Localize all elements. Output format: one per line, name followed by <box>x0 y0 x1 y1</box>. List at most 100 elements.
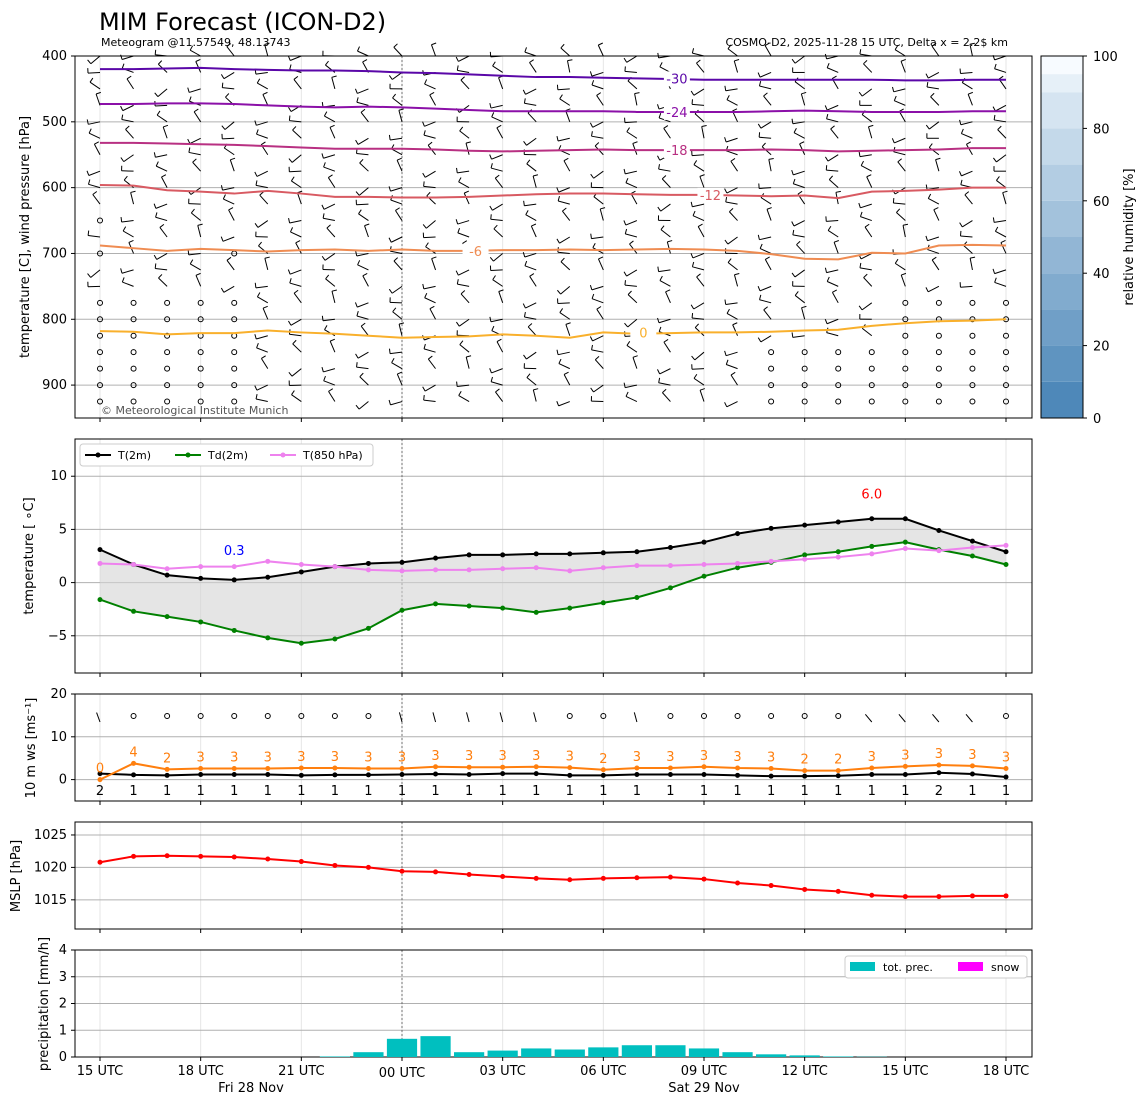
wind-barb <box>963 245 973 254</box>
wind-barb <box>492 203 503 211</box>
wind-barb-flag <box>724 402 728 408</box>
wind-barb-flag <box>724 137 727 143</box>
wind-barb-flag <box>658 113 662 119</box>
series-point <box>600 600 606 606</box>
wind-barb-flag <box>122 226 127 232</box>
wind-barb <box>931 45 940 57</box>
wind-barb-flag <box>128 239 134 243</box>
series-point <box>399 568 405 574</box>
wind-barb <box>357 264 369 271</box>
wind-barb <box>527 326 537 337</box>
wind-barb <box>659 368 671 375</box>
wind-barb <box>329 127 336 139</box>
wind-barb-flag <box>859 262 862 268</box>
wind-barb-flag <box>226 256 232 261</box>
wind-barb <box>560 47 571 57</box>
wind-barb <box>530 225 537 238</box>
wind-barb-flag <box>489 154 493 160</box>
wind-barb-flag <box>824 267 828 273</box>
wind-ytick-label: 0 <box>59 773 67 788</box>
wind-barb <box>763 309 772 320</box>
surface-wind-barb <box>864 714 873 723</box>
wind-barb <box>860 253 873 260</box>
wind-barb <box>624 121 637 124</box>
wind-barb-calm <box>97 398 103 405</box>
precip-bar <box>386 1038 418 1057</box>
wind-series-point <box>97 777 103 783</box>
series-point <box>802 552 808 558</box>
wind-barb-flag <box>992 106 996 112</box>
wind-barb <box>92 194 101 205</box>
wind-barb-flag <box>591 131 593 137</box>
wind-barb-flag <box>220 185 223 191</box>
wind-barb <box>526 377 537 386</box>
wind-barb <box>256 335 268 340</box>
wind-barb-flag <box>359 372 364 378</box>
wind-barb <box>665 291 671 304</box>
wind-barb-flag <box>293 75 299 80</box>
wind-barb <box>557 88 570 91</box>
wind-barb-flag <box>1000 240 1006 244</box>
mslp-point <box>265 856 271 862</box>
wind-barb-flag <box>563 371 569 375</box>
wind-barb-flag <box>692 210 696 216</box>
wind-barb <box>262 94 269 106</box>
wind-barb <box>693 377 705 386</box>
wind-barb <box>357 88 369 94</box>
wind-barb-flag <box>154 92 159 97</box>
wind-barb <box>827 230 839 238</box>
wind-barb <box>398 323 403 336</box>
wind-barb <box>593 170 604 179</box>
wind-barb-calm <box>97 332 103 339</box>
wind-barb <box>591 285 604 291</box>
wind-barb-flag <box>626 127 630 133</box>
wind-barb-flag <box>357 46 360 52</box>
wind-series-point <box>902 763 908 769</box>
wind-barb-flag <box>763 306 768 311</box>
wind-barb-calm <box>969 382 976 389</box>
wind-barb <box>730 374 738 386</box>
wind-barb-flag <box>600 207 606 210</box>
wind-barb-flag <box>824 105 828 111</box>
wind-barb-calm <box>835 382 842 389</box>
wind-barb <box>156 165 168 172</box>
wind-barb <box>994 269 1007 275</box>
isotherm-label: -18 <box>666 144 687 159</box>
wind-barb <box>726 150 738 156</box>
wind-barb <box>323 203 336 210</box>
precip-ytick-label: 1 <box>59 1023 67 1038</box>
wind-series-point <box>231 771 237 777</box>
series-point <box>667 563 673 569</box>
wind-barb-flag <box>388 134 391 141</box>
wind-barb <box>257 296 269 304</box>
wind-barb-calm <box>935 332 942 339</box>
wind-barb-flag <box>490 376 493 382</box>
series-point <box>667 585 673 591</box>
wind-barb <box>88 183 101 189</box>
wind-barb-flag <box>531 223 537 227</box>
wind-barb <box>390 199 403 205</box>
wind-barb <box>626 55 638 63</box>
wind-barb <box>557 137 570 142</box>
wind-barb <box>328 391 336 402</box>
mean-wind-label: 1 <box>331 784 339 799</box>
wind-ytick-label: 20 <box>50 687 67 702</box>
wind-series-line-1 <box>99 762 1007 781</box>
wind-barb-flag <box>958 171 962 177</box>
wind-barb <box>828 179 839 189</box>
wind-barb <box>861 88 873 97</box>
series-point <box>265 574 271 580</box>
wind-barb <box>894 100 906 106</box>
wind-barb-flag <box>422 224 427 229</box>
wind-series-point <box>131 772 137 778</box>
mslp-point <box>667 874 673 880</box>
wind-barb <box>359 162 369 172</box>
wind-barb-flag <box>563 157 569 162</box>
wind-barb <box>759 236 772 241</box>
wind-barb-flag <box>295 240 301 244</box>
wind-barb-flag <box>1002 190 1008 194</box>
upper-air-ytick-label: 600 <box>42 181 67 196</box>
wind-barb <box>427 358 436 369</box>
surface-wind-calm <box>365 713 372 719</box>
wind-barb <box>357 351 369 359</box>
